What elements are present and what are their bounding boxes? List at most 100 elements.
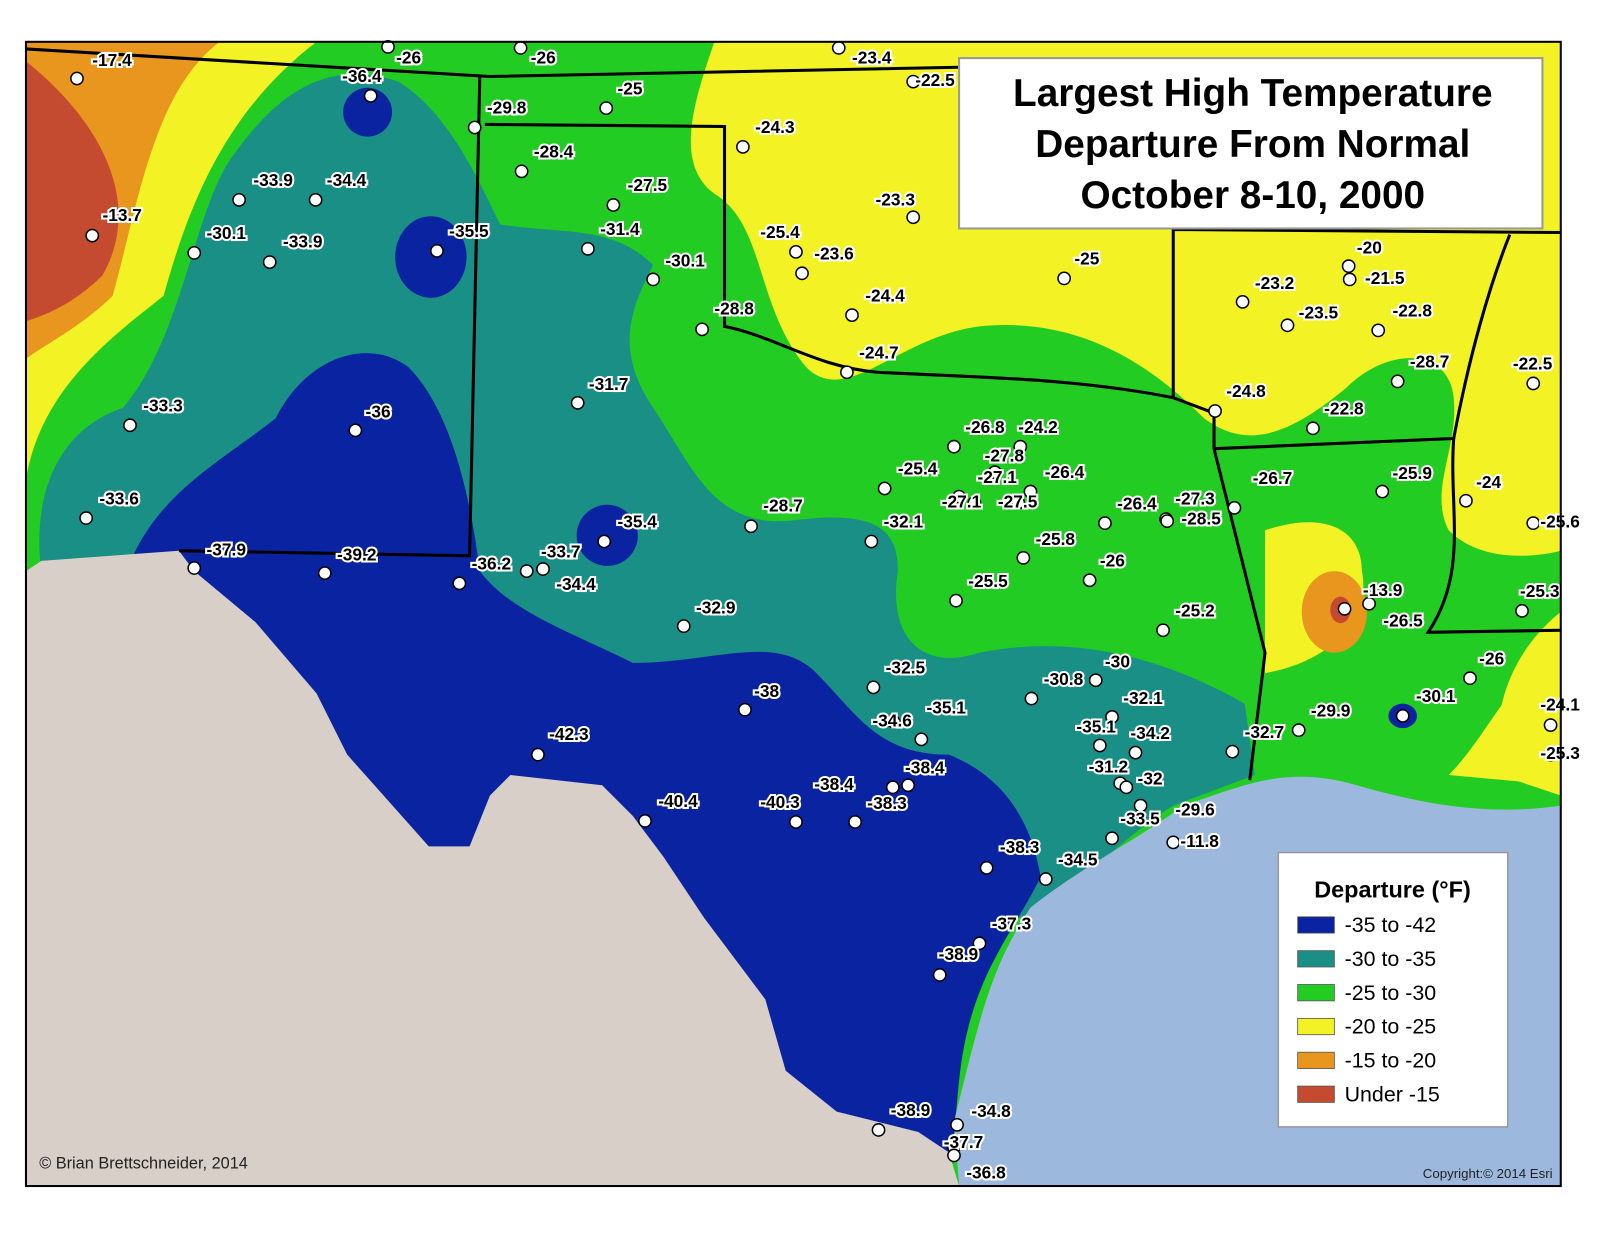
station-dot — [467, 120, 482, 135]
station-value: -33.5 — [1120, 808, 1160, 828]
station-value: -30 — [1105, 651, 1130, 671]
station-value: -23.4 — [852, 48, 892, 68]
station-dot — [513, 41, 528, 55]
station-dot — [1092, 738, 1107, 753]
station-dot — [1011, 495, 1026, 510]
station-value: -30.1 — [665, 251, 705, 271]
station-dot — [866, 680, 881, 695]
station-dot — [1082, 573, 1097, 588]
station-value: -33.9 — [253, 170, 293, 190]
station-value: -26.5 — [1383, 611, 1423, 631]
station-value: -34.4 — [556, 574, 596, 594]
station-value: -38 — [754, 681, 779, 701]
station-value: -37.3 — [992, 914, 1032, 934]
station-dot — [886, 715, 901, 729]
station-value: -22.5 — [1513, 354, 1553, 374]
station-value: -34.2 — [1130, 723, 1170, 743]
station-dot — [1459, 493, 1473, 508]
station-dot — [1160, 514, 1175, 529]
station-dot — [606, 198, 621, 212]
station-dot — [695, 322, 709, 337]
station-value: -20 — [1357, 237, 1382, 257]
station-dot — [950, 1117, 964, 1132]
station-value: -36.8 — [966, 1162, 1006, 1182]
station-value: -29.9 — [1311, 700, 1351, 720]
station-value: -26.7 — [1253, 468, 1293, 488]
station-value: -32.1 — [1123, 688, 1163, 708]
station-value: -32.1 — [884, 512, 924, 532]
station-value: -28.7 — [763, 495, 803, 515]
frame — [24, 40, 1562, 1188]
station-value: -38.3 — [867, 793, 907, 813]
station-dot — [232, 192, 246, 207]
station-dot — [885, 780, 900, 795]
title: Departure From Normal — [1035, 123, 1470, 166]
title: October 8-10, 2000 — [1080, 174, 1425, 217]
station-value: -34.4 — [327, 170, 367, 190]
station-dot — [1371, 323, 1386, 338]
station-dot — [308, 192, 323, 207]
station-value: -23.2 — [1255, 273, 1295, 293]
legend-label: -30 to -35 — [1345, 947, 1437, 971]
station-dot — [932, 968, 947, 982]
station-dot — [70, 71, 84, 86]
station-dot — [1105, 710, 1119, 724]
station-value: -36 — [366, 402, 391, 422]
station-dot — [430, 243, 444, 258]
station-dot — [1526, 376, 1541, 391]
station-value: -26 — [1100, 550, 1125, 570]
station-value: -26.8 — [965, 417, 1005, 437]
station-dot — [1235, 294, 1250, 309]
station-value: -28.5 — [1181, 509, 1221, 529]
station-dot — [1395, 709, 1410, 723]
station-dot — [877, 481, 892, 496]
legend-label: Under -15 — [1345, 1082, 1440, 1106]
station-value: -31.7 — [589, 374, 629, 394]
station-value: -27.1 — [942, 491, 982, 511]
station-dot — [514, 164, 529, 179]
station-dot — [840, 365, 854, 380]
station-value: -22.8 — [1324, 399, 1364, 419]
station-value: -28.4 — [534, 142, 574, 162]
station-dot — [1156, 623, 1170, 638]
station-dot — [1225, 744, 1240, 759]
legend-label: -15 to -20 — [1345, 1049, 1437, 1073]
station-dot — [906, 74, 921, 89]
station-value: -23.3 — [875, 189, 915, 209]
station-value: -28.8 — [714, 299, 754, 319]
legend-label: -20 to -25 — [1345, 1015, 1437, 1039]
station-value: -33.3 — [143, 395, 183, 415]
station-dot — [1306, 421, 1320, 436]
station-value: -25 — [617, 78, 642, 98]
station-value: -35.4 — [617, 512, 657, 532]
station-value: -36.2 — [472, 554, 512, 574]
station-value: -27.8 — [985, 445, 1025, 465]
station-dot — [1057, 271, 1072, 286]
station-dot — [736, 139, 750, 154]
station-dot — [536, 562, 550, 576]
station-value: -25.2 — [1175, 600, 1215, 620]
station-dot — [1166, 835, 1181, 850]
copyright: Copyright:© 2014 Esri — [1423, 1166, 1553, 1181]
station-value: -17.4 — [92, 50, 132, 70]
station-dot — [947, 1148, 961, 1163]
station-dot — [1038, 872, 1053, 886]
station-value: -31.4 — [600, 219, 640, 239]
station-value: -24.8 — [1226, 381, 1266, 401]
station-value: -42.3 — [549, 724, 589, 744]
station-dot — [1341, 259, 1356, 274]
station-value: -38.9 — [939, 944, 979, 964]
station-dot — [1342, 272, 1357, 287]
station-dot — [1463, 671, 1477, 686]
title-box — [958, 57, 1544, 230]
station-value: -27.1 — [977, 467, 1017, 487]
station-dot — [906, 210, 921, 225]
station-dot — [317, 566, 332, 581]
station-dot — [1119, 780, 1134, 795]
station-dot — [864, 534, 879, 549]
legend-swatch — [1297, 916, 1335, 934]
station-value: -27.3 — [1175, 488, 1215, 508]
station-value: -25.3 — [1520, 581, 1560, 601]
station-value: -38.4 — [814, 774, 854, 794]
